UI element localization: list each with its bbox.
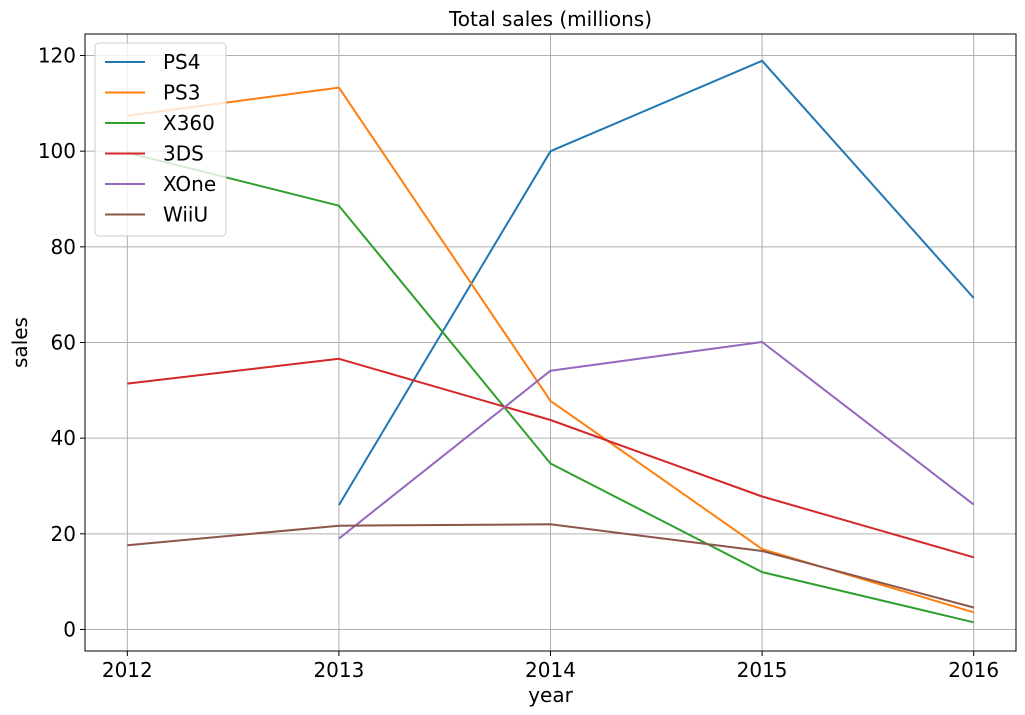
x-tick-label: 2013 <box>313 658 364 682</box>
legend-label-ps3: PS3 <box>163 81 200 105</box>
y-tick-label: 80 <box>51 235 76 259</box>
y-tick-label: 40 <box>51 426 76 450</box>
series-line-ps4 <box>338 59 975 506</box>
legend-label-xone: XOne <box>163 172 216 196</box>
y-tick-label: 60 <box>51 331 76 355</box>
series-line-wiiu <box>127 523 974 609</box>
x-tick-label: 2012 <box>102 658 153 682</box>
x-tick-label: 2014 <box>525 658 576 682</box>
legend-label-ps4: PS4 <box>163 50 200 74</box>
series-lines <box>127 59 975 624</box>
legend-label-3ds: 3DS <box>163 142 204 166</box>
axis-ticks: 2012 2013 2014 2015 2016 0 20 40 60 80 100 120 <box>38 44 999 682</box>
series-line-x360 <box>127 151 974 624</box>
grid <box>85 34 1016 651</box>
y-axis-title: sales <box>8 317 32 368</box>
y-tick-label: 120 <box>38 44 76 68</box>
series-line-3ds <box>127 357 974 559</box>
legend-label-x360: X360 <box>163 111 215 135</box>
legend: PS4 PS3 X360 3DS XOne WiiU <box>94 42 227 237</box>
series-line-xone <box>338 341 975 540</box>
y-tick-label: 100 <box>38 139 76 163</box>
x-tick-label: 2016 <box>948 658 999 682</box>
legend-box <box>94 42 227 237</box>
y-tick-label: 20 <box>51 522 76 546</box>
x-tick-label: 2015 <box>737 658 788 682</box>
y-tick-label: 0 <box>63 617 76 641</box>
chart-title: Total sales (millions) <box>448 7 652 31</box>
x-axis-title: year <box>528 683 573 707</box>
legend-label-wiiu: WiiU <box>163 203 208 227</box>
